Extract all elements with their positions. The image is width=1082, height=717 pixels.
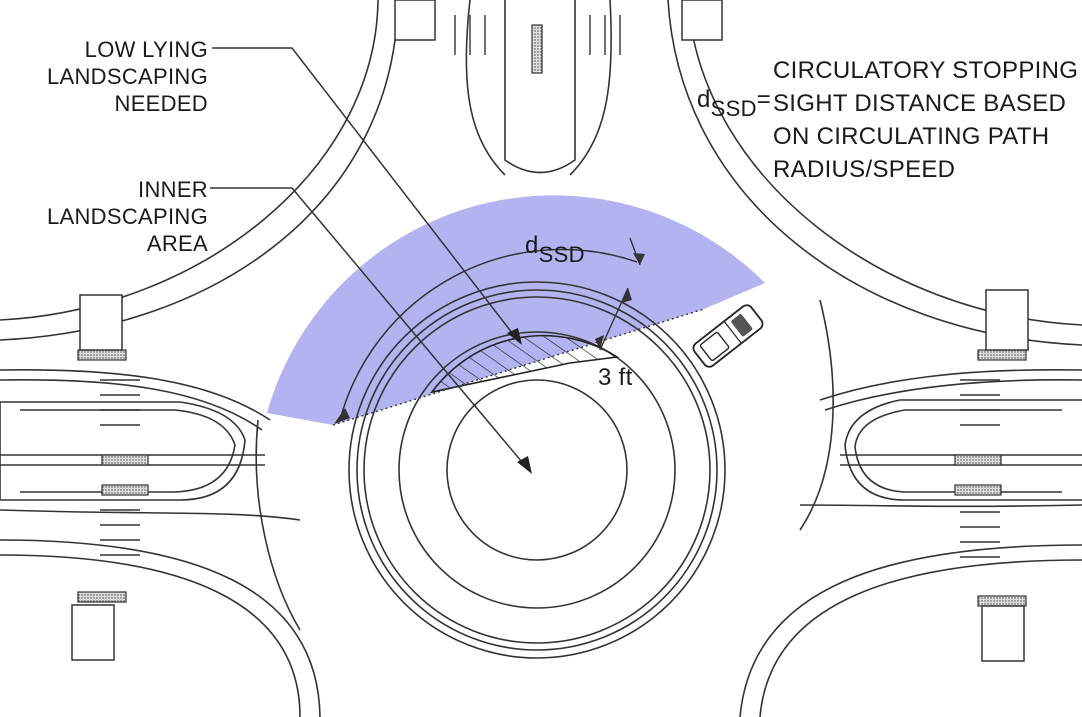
roundabout-rings bbox=[348, 281, 726, 659]
offset-dimension bbox=[599, 287, 629, 351]
splitter-islands bbox=[0, 0, 1082, 501]
arrow-head-icon bbox=[507, 328, 522, 345]
low-lying-landscaping-hatch bbox=[430, 334, 620, 394]
dssd-definition-text: CIRCULATORY STOPPING SIGHT DISTANCE BASE… bbox=[773, 57, 1079, 183]
dssd-arc-label: dSSD bbox=[525, 232, 585, 267]
offset-3ft-label: 3 ft bbox=[598, 364, 633, 391]
sign-posts bbox=[71, 0, 1029, 662]
inner-landscaping-area-label: INNER LANDSCAPING AREA bbox=[46, 177, 208, 256]
low-lying-landscaping-label: LOW LYING LANDSCAPING NEEDED bbox=[46, 37, 208, 116]
arrow-head-icon bbox=[334, 408, 350, 424]
arrow-head-icon bbox=[517, 456, 532, 474]
vehicle-icon bbox=[692, 304, 764, 368]
dssd-arc bbox=[339, 248, 638, 421]
crosswalk-markings bbox=[100, 15, 1000, 558]
sight-distance-zone bbox=[267, 195, 765, 425]
leader-lines bbox=[210, 47, 528, 469]
dssd-symbol: dSSD= bbox=[697, 86, 772, 121]
